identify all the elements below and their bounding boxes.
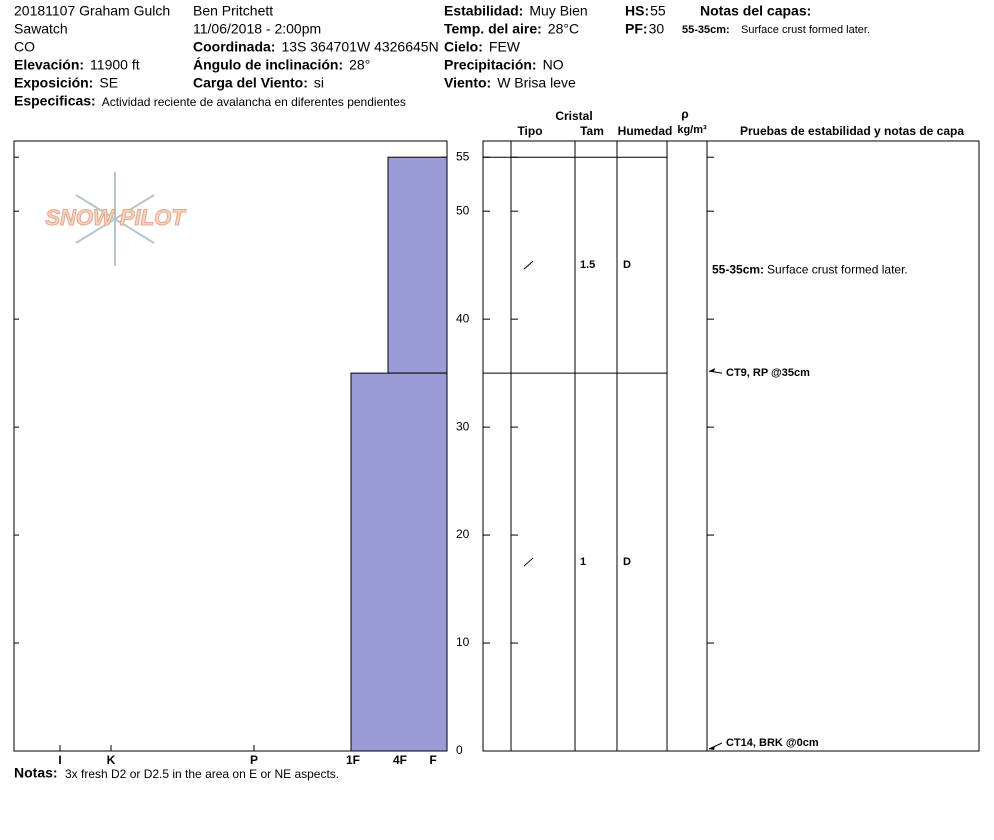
col-density-unit: kg/m³	[677, 124, 707, 136]
field-label: Coordinada:	[193, 39, 275, 55]
field-value: 13S 364701W 4326645N	[281, 39, 438, 55]
field-label: Especificas:	[14, 93, 96, 109]
hardness-bar	[350, 372, 448, 752]
col-tests: Pruebas de estabilidad y notas de capa	[740, 124, 964, 138]
field-value: CO	[14, 39, 35, 55]
test-arrowhead	[709, 746, 715, 750]
field-value: NO	[543, 57, 564, 73]
field-value: Sawatch	[14, 21, 68, 37]
footer-text: 3x fresh D2 or D2.5 in the area on E or …	[65, 767, 339, 781]
layer-note: Surface crust formed later.	[767, 262, 908, 276]
y-tick-label: 0	[456, 743, 463, 757]
layer-note-label: 55-35cm:	[712, 262, 764, 276]
field-label: HS:	[625, 3, 649, 19]
field-value: W Brisa leve	[497, 75, 576, 91]
col-density: ρ	[681, 107, 688, 121]
y-tick-label: 50	[456, 203, 470, 217]
test-label: CT14, BRK @0cm	[726, 737, 819, 749]
y-tick-label: 10	[456, 635, 470, 649]
layer-table-frame	[482, 140, 980, 752]
hardness-bar	[387, 156, 448, 374]
field-value: 11/06/2018 - 2:00pm	[193, 21, 321, 37]
x-tick-label: I	[58, 753, 61, 767]
field-value: Ben Pritchett	[193, 3, 273, 19]
test-arrowhead	[709, 368, 715, 373]
col-moisture: Humedad	[618, 124, 673, 138]
layer-notes-title: Notas del capas:	[700, 3, 811, 19]
field-value: 28°	[349, 57, 370, 73]
field-label: Viento:	[444, 75, 491, 91]
layer-note-label: 55-35cm:	[682, 24, 730, 36]
x-tick-label: P	[250, 753, 258, 767]
col-size: Tam	[580, 124, 604, 138]
logo: SNOW PILOT	[45, 172, 187, 266]
field-label: Estabilidad:	[444, 3, 523, 19]
field-label: Ángulo de inclinación:	[193, 57, 343, 73]
field-value: si	[314, 75, 324, 91]
grain-size: 1.5	[580, 259, 595, 271]
field-label: Temp. del aire:	[444, 21, 542, 37]
moisture: D	[623, 259, 631, 271]
grain-symbol	[523, 557, 534, 567]
x-tick-label: 4F	[393, 753, 407, 767]
grain-size: 1	[580, 556, 586, 568]
field-label: Carga del Viento:	[193, 75, 308, 91]
x-tick-label: K	[107, 753, 116, 767]
col-type: Tipo	[517, 124, 542, 138]
field-label: Exposición:	[14, 75, 93, 91]
field-value: 11900 ft	[90, 57, 140, 73]
field-value: SE	[99, 75, 118, 91]
field-value: 30	[649, 21, 665, 37]
field-label: Precipitación:	[444, 57, 537, 73]
moisture: D	[623, 556, 631, 568]
field-label: Elevación:	[14, 57, 84, 73]
y-tick-label: 20	[456, 527, 470, 541]
field-label: Cielo:	[444, 39, 483, 55]
field-label: PF:	[625, 21, 648, 37]
grain-symbol	[523, 260, 534, 270]
field-value: 28°C	[548, 21, 579, 37]
footer-label: Notas:	[14, 765, 58, 781]
y-tick-label: 55	[456, 149, 470, 163]
y-tick-label: 30	[456, 419, 470, 433]
x-tick-label: 1F	[346, 753, 360, 767]
field-value: 20181107 Graham Gulch	[14, 3, 170, 19]
y-tick-label: 40	[456, 311, 470, 325]
snowflake	[75, 172, 155, 266]
test-label: CT9, RP @35cm	[726, 367, 810, 379]
layer-note: Surface crust formed later.	[741, 24, 870, 36]
field-value: Muy Bien	[529, 3, 587, 19]
field-value: Actividad reciente de avalancha en difer…	[102, 95, 406, 109]
logo-text: SNOW PILOT	[45, 205, 186, 230]
field-value: 55	[650, 3, 666, 19]
col-crystal: Cristal	[555, 109, 592, 123]
field-value: FEW	[489, 39, 521, 55]
x-tick-label: F	[429, 753, 436, 767]
